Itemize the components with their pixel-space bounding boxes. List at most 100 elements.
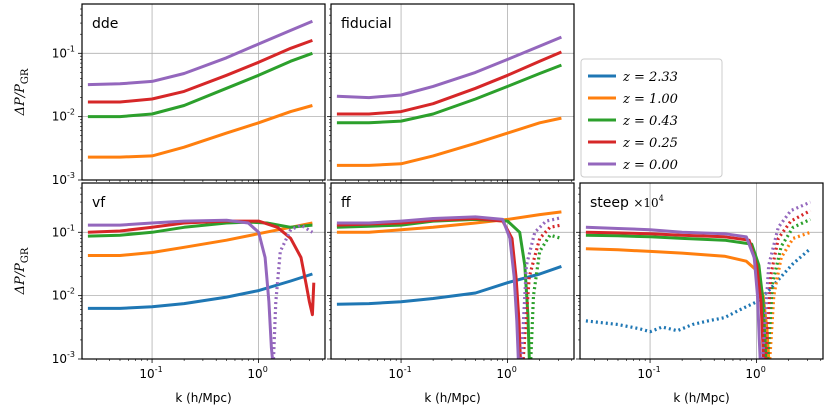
y-axis-label-main: ΔP/P	[13, 263, 28, 296]
x-tick-base: 10	[745, 367, 760, 381]
panel-frame	[579, 182, 824, 360]
panel-title-text: ff	[341, 195, 351, 211]
series-line-000	[271, 223, 314, 359]
series-line-000	[336, 35, 562, 100]
x-tick-base: 10	[388, 367, 403, 381]
y-axis-label-sub: GR	[20, 68, 31, 84]
x-tick-label: 10-1	[388, 365, 411, 381]
y-tick-base: 10	[52, 225, 67, 239]
series-line-025	[764, 209, 812, 359]
x-tick-label: 10-1	[139, 365, 162, 381]
x-tick-base: 10	[496, 367, 511, 381]
y-axis-label: ΔP/PGR	[13, 68, 31, 116]
y-tick-exp: -3	[67, 350, 75, 359]
y-axis-label: ΔP/PGR	[13, 247, 31, 295]
series-line-043	[529, 233, 562, 359]
y-tick-label: 10-1	[52, 44, 75, 60]
panel-title-text: fiducial	[341, 16, 392, 32]
series-group	[585, 200, 812, 359]
legend-label: z = 0.43	[622, 114, 678, 129]
x-axis-label: k (h/Mpc)	[175, 391, 231, 405]
legend-label: z = 1.00	[622, 92, 678, 107]
x-tick-exp: -1	[653, 365, 661, 374]
legend-frame	[580, 58, 723, 178]
series-line-025	[336, 50, 562, 116]
x-tick-label: 100	[247, 365, 267, 381]
y-tick-base: 10	[52, 352, 67, 366]
series-line-043	[766, 217, 812, 359]
y-tick-base: 10	[52, 173, 67, 187]
series-line-000	[87, 218, 274, 359]
series-line-000	[585, 225, 762, 359]
series-group	[336, 210, 562, 359]
x-tick-base: 10	[139, 367, 154, 381]
panel-title: ff	[341, 195, 351, 211]
series-line-100	[87, 221, 313, 257]
y-axis-label-main: ΔP/P	[13, 84, 28, 117]
panel-frame	[81, 182, 326, 360]
series-line-043	[336, 217, 531, 359]
panel-title: dde	[92, 16, 118, 32]
x-tick-exp: 0	[263, 365, 268, 374]
x-tick-exp: 0	[761, 365, 766, 374]
series-line-025	[521, 223, 562, 359]
series-group	[87, 19, 313, 159]
series-line-100	[87, 104, 313, 159]
y-tick-exp: -1	[67, 223, 75, 232]
series-line-233	[585, 247, 812, 334]
panel-frame	[330, 182, 575, 360]
y-tick-base: 10	[52, 46, 67, 60]
panel-frame	[330, 3, 575, 181]
series-line-100	[585, 247, 771, 359]
panel-title-factor-exp: 4	[659, 194, 664, 203]
x-tick-exp: 0	[512, 365, 517, 374]
y-tick-exp: -2	[67, 287, 75, 296]
x-tick-exp: -1	[155, 365, 163, 374]
x-tick-exp: -1	[404, 365, 412, 374]
panel-title: vf	[92, 195, 106, 211]
x-tick-base: 10	[247, 367, 262, 381]
series-line-100	[336, 210, 562, 234]
legend: z = 2.33 z = 1.00 z = 0.43 z = 0.25 z = 0.00	[580, 58, 723, 178]
x-tick-label: 10-1	[637, 365, 660, 381]
series-line-233	[336, 264, 562, 306]
panel-fiducial: fiducial	[327, 3, 575, 184]
y-tick-label: 10-2	[52, 287, 75, 303]
x-tick-label: 100	[496, 365, 516, 381]
series-line-100	[768, 230, 811, 359]
series-line-000	[761, 200, 812, 359]
legend-label: z = 0.25	[622, 136, 678, 151]
y-tick-base: 10	[52, 110, 67, 124]
series-line-043	[87, 51, 313, 119]
panel-title-text: dde	[92, 16, 118, 32]
y-tick-label: 10-2	[52, 108, 75, 124]
y-axis-label-sub: GR	[20, 247, 31, 263]
x-tick-base: 10	[637, 367, 652, 381]
x-axis-label: k (h/Mpc)	[673, 391, 729, 405]
series-line-025	[87, 38, 313, 104]
panel-frame	[81, 3, 326, 181]
y-tick-label: 10-1	[52, 223, 75, 239]
x-tick-label: 100	[745, 365, 765, 381]
series-line-000	[87, 19, 313, 87]
series-group	[336, 35, 562, 167]
series-line-025	[585, 230, 765, 359]
y-tick-label: 10-3	[52, 171, 75, 187]
x-axis-label: k (h/Mpc)	[424, 391, 480, 405]
series-line-233	[87, 272, 313, 310]
series-line-100	[336, 116, 562, 167]
panel-title-text: vf	[92, 195, 106, 211]
legend-label: z = 0.00	[622, 158, 678, 173]
panel-title-text: steep	[590, 195, 629, 211]
panel-title: steep ×104	[590, 194, 664, 211]
series-line-000	[336, 215, 520, 359]
y-tick-exp: -1	[67, 44, 75, 53]
series-line-043	[585, 233, 768, 359]
y-tick-label: 10-3	[52, 350, 75, 366]
y-tick-exp: -3	[67, 171, 75, 180]
legend-label: z = 2.33	[622, 70, 678, 85]
panel-title: fiducial	[341, 16, 392, 32]
